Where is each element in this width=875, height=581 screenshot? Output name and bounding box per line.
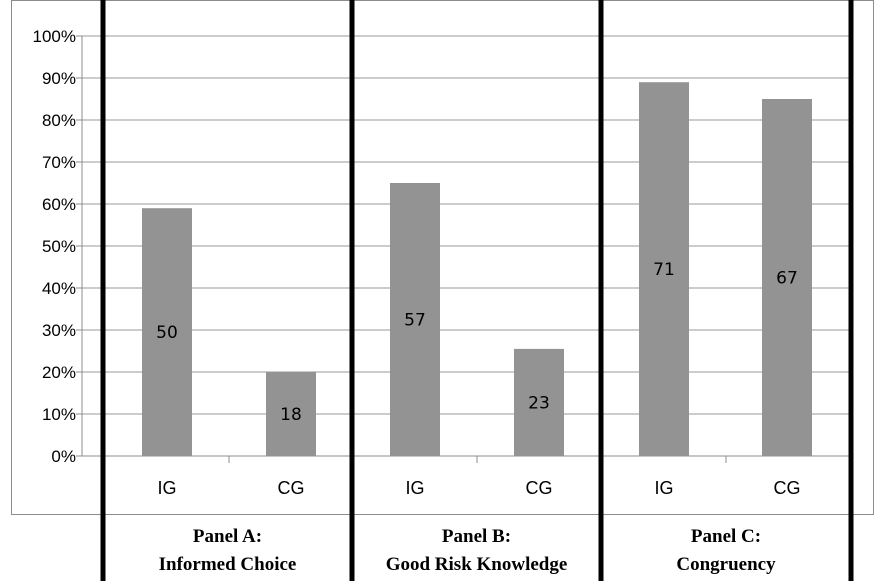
category-labels: IG CG IG CG IG CG: [157, 478, 800, 498]
y-tick-label: 0%: [51, 447, 76, 466]
category-label: CG: [526, 478, 553, 498]
y-tick-label: 10%: [42, 405, 76, 424]
category-label: CG: [278, 478, 305, 498]
panel-title-line2: Good Risk Knowledge: [386, 554, 568, 575]
panel-title-line1: Panel B:: [442, 526, 511, 547]
panel-title-line2: Informed Choice: [159, 554, 297, 575]
panel-title-line1: Panel C:: [691, 526, 761, 547]
y-axis: 0% 10% 20% 30% 40% 50% 60% 70% 80% 90% 100%: [33, 27, 727, 466]
y-tick-label: 40%: [42, 279, 76, 298]
bar: [266, 372, 316, 456]
data-label: 67: [776, 269, 798, 289]
data-label: 23: [528, 393, 550, 413]
y-tick-label: 50%: [42, 237, 76, 256]
gridlines: [82, 35, 850, 457]
plot-border: [11, 0, 874, 515]
panel-title-line1: Panel A:: [193, 526, 262, 547]
y-tick-label: 100%: [33, 27, 76, 46]
bar: [639, 82, 689, 456]
y-tick-label: 70%: [42, 153, 76, 172]
bar: [390, 183, 440, 456]
y-tick-label: 60%: [42, 195, 76, 214]
y-tick-label: 90%: [42, 69, 76, 88]
panel-dividers: [100, 0, 854, 581]
chart-frame: [11, 0, 874, 515]
data-label: 50: [156, 323, 178, 343]
data-label: 71: [653, 260, 675, 280]
data-label: 18: [280, 405, 302, 425]
panel-title-line2: Congruency: [676, 554, 776, 575]
y-tick-label: 80%: [42, 111, 76, 130]
data-label: 57: [404, 311, 426, 331]
bars: 50 18 57 23 71 67: [142, 82, 812, 456]
category-label: IG: [405, 478, 424, 498]
bar: [142, 208, 192, 456]
bar: [762, 99, 812, 456]
panel-titles: Panel A: Informed Choice Panel B: Good Risk…: [159, 526, 776, 575]
category-label: IG: [654, 478, 673, 498]
category-label: CG: [774, 478, 801, 498]
y-tick-label: 30%: [42, 321, 76, 340]
y-tick-label: 20%: [42, 363, 76, 382]
bar: [514, 348, 564, 456]
category-label: IG: [157, 478, 176, 498]
